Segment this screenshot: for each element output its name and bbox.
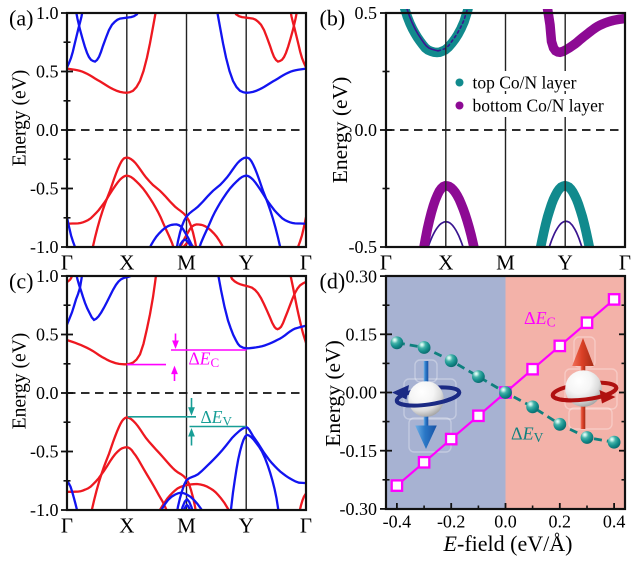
svg-text:Energy (eV): Energy (eV): [328, 77, 352, 183]
svg-text:E-field (eV/Å): E-field (eV/Å): [443, 531, 573, 556]
svg-text:M: M: [177, 514, 196, 538]
svg-text:0.2: 0.2: [549, 512, 572, 532]
svg-text:X: X: [438, 251, 453, 275]
svg-text:0.5: 0.5: [355, 3, 378, 23]
svg-text:0.15: 0.15: [346, 325, 378, 345]
svg-text:Γ: Γ: [619, 251, 631, 275]
svg-text:-0.30: -0.30: [340, 499, 378, 519]
svg-text:Γ: Γ: [380, 251, 392, 275]
svg-text:-0.4: -0.4: [383, 512, 412, 532]
svg-text:X: X: [119, 251, 134, 275]
svg-text:Energy (eV): Energy (eV): [10, 70, 31, 167]
svg-text:0.0: 0.0: [36, 383, 59, 403]
svg-text:-0.2: -0.2: [437, 512, 466, 532]
svg-text:Y: Y: [558, 251, 573, 275]
svg-text:-0.5: -0.5: [349, 237, 378, 257]
svg-text:-1.0: -1.0: [30, 500, 59, 520]
svg-text:-0.15: -0.15: [340, 441, 378, 461]
svg-text:1.0: 1.0: [36, 266, 59, 286]
svg-text:Energy (eV): Energy (eV): [321, 340, 345, 446]
svg-text:-1.0: -1.0: [30, 237, 59, 257]
svg-text:0.5: 0.5: [36, 62, 59, 82]
svg-text:X: X: [119, 514, 134, 538]
svg-text:bottom Co/N layer: bottom Co/N layer: [473, 96, 604, 116]
svg-text:Y: Y: [239, 251, 254, 275]
svg-text:-0.5: -0.5: [30, 442, 59, 462]
svg-text:1.0: 1.0: [36, 3, 59, 23]
svg-text:0.5: 0.5: [36, 325, 59, 345]
svg-text:Γ: Γ: [61, 251, 73, 275]
svg-text:(d): (d): [320, 269, 346, 294]
svg-text:0.00: 0.00: [346, 383, 378, 403]
svg-text:-0.5: -0.5: [30, 179, 59, 199]
svg-text:0.30: 0.30: [346, 266, 378, 286]
svg-text:0.4: 0.4: [603, 512, 626, 532]
svg-text:M: M: [496, 251, 515, 275]
svg-text:M: M: [177, 251, 196, 275]
svg-text:Γ: Γ: [300, 514, 312, 538]
svg-text:top Co/N layer: top Co/N layer: [473, 73, 577, 93]
svg-text:Y: Y: [239, 514, 254, 538]
svg-text:ΔEC: ΔEC: [524, 308, 556, 330]
svg-text:0.0: 0.0: [355, 120, 378, 140]
svg-text:(a): (a): [9, 6, 33, 31]
svg-text:0.0: 0.0: [36, 120, 59, 140]
svg-text:Γ: Γ: [300, 251, 312, 275]
svg-text:Γ: Γ: [61, 514, 73, 538]
svg-text:0.0: 0.0: [494, 512, 517, 532]
svg-text:(c): (c): [9, 269, 33, 294]
svg-text:(b): (b): [320, 6, 346, 31]
svg-text:Energy (eV): Energy (eV): [10, 333, 31, 430]
